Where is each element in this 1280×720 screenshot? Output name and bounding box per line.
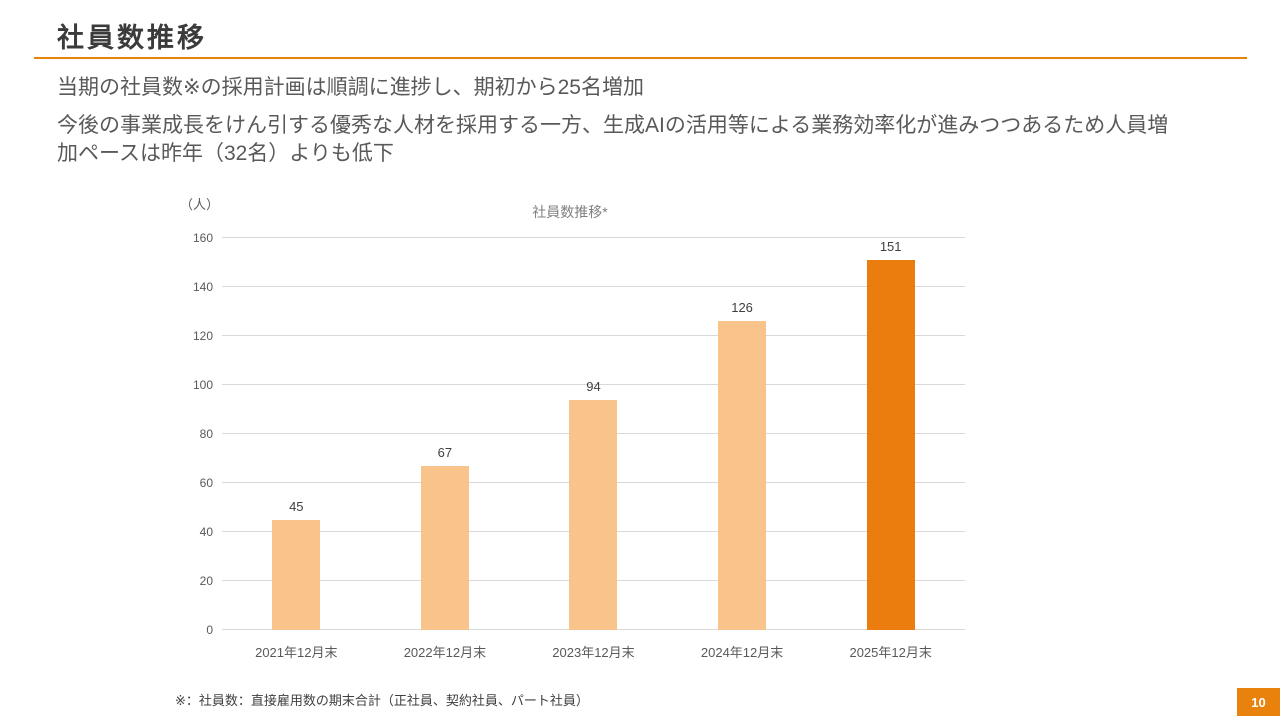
y-axis-tick-label: 160 — [192, 231, 213, 245]
x-axis-category-label: 2025年12月末 — [849, 645, 932, 660]
bar-slot: 45 — [222, 238, 371, 630]
bar-slot: 151 — [816, 238, 965, 630]
bar-2024年12月末: 126 — [718, 300, 767, 630]
gridline — [222, 335, 965, 336]
bar-2022年12月末: 67 — [420, 445, 469, 630]
gridline — [222, 237, 965, 238]
title-divider-rule — [34, 57, 1247, 59]
bar-slot: 94 — [519, 238, 668, 630]
page-number-badge: 10 — [1237, 688, 1280, 716]
bar-2021年12月末: 45 — [272, 499, 321, 630]
gridline — [222, 286, 965, 287]
bar-2023年12月末: 94 — [569, 379, 618, 630]
gridline — [222, 384, 965, 385]
plot-area: 0 20 40 60 80 100 120 140 160 45 67 94 126 151 — [193, 231, 965, 637]
y-axis-tick-label: 80 — [199, 427, 213, 441]
body-line-2: 今後の事業成長をけん引する優秀な人材を採用する一方、生成AIの活用等による業務効… — [57, 114, 1169, 165]
x-axis-category-label: 2023年12月末 — [552, 645, 635, 660]
x-axis-category-label: 2024年12月末 — [700, 645, 784, 660]
slide-body-text: 当期の社員数※の採用計画は順調に進捗し、期初から25名増加 今後の事業成長をけん… — [57, 74, 1182, 167]
x-axis-labels: 2021年12月末 2022年12月末 2023年12月末 2024年12月末 2025… — [222, 642, 965, 661]
y-axis-tick-label: 60 — [199, 476, 213, 490]
body-line-1: 当期の社員数※の採用計画は順調に進捗し、期初から25名増加 — [57, 76, 644, 99]
y-axis-tick-label: 0 — [206, 623, 213, 637]
x-axis-category-label: 2021年12月末 — [255, 645, 338, 660]
bar-2025年12月末: 151 — [866, 239, 915, 630]
footnote: ※：社員数：直接雇用数の期末合計（正社員、契約社員、パート社員） — [175, 693, 589, 708]
y-axis-tick-label: 100 — [192, 378, 213, 392]
bar-value-label: 126 — [731, 300, 753, 316]
y-axis-tick-label: 120 — [192, 329, 213, 343]
bar-value-label: 151 — [879, 239, 902, 255]
y-axis-tick-label: 20 — [199, 574, 213, 588]
bar-value-label: 45 — [289, 498, 304, 514]
employee-count-chart: （人） 社員数推移* 0 20 40 60 80 100 120 140 160 45 67 94 1… — [170, 192, 970, 662]
bar-value-label: 67 — [437, 444, 453, 460]
bar-slot: 67 — [371, 238, 520, 630]
bar-slot: 126 — [668, 238, 817, 630]
bars-layer: 45 67 94 126 151 — [222, 238, 965, 630]
chart-title: 社員数推移* — [532, 204, 608, 220]
y-axis-tick-label: 40 — [199, 525, 213, 539]
y-axis-tick-label: 140 — [192, 280, 213, 294]
y-axis-unit-label: （人） — [180, 197, 220, 212]
page-title: 社員数推移 — [57, 23, 207, 53]
bar-value-label: 94 — [586, 378, 601, 394]
x-axis-category-label: 2022年12月末 — [403, 645, 487, 660]
